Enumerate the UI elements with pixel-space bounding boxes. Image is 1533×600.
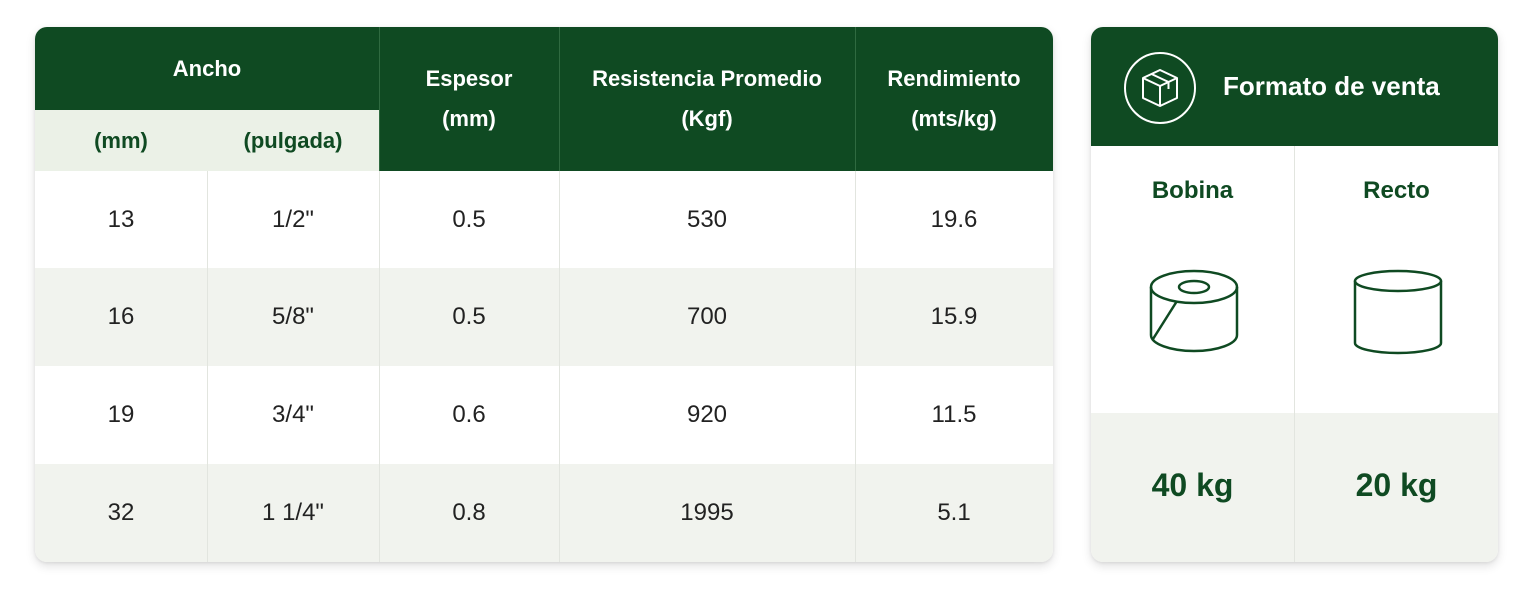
subheader-pulgada: (pulgada) bbox=[207, 110, 379, 171]
header-espesor-label: Espesor bbox=[425, 66, 513, 91]
cell-resistencia: 700 bbox=[559, 268, 855, 366]
format-card-title: Formato de venta bbox=[1223, 71, 1440, 101]
header-rendimiento-label: Rendimiento bbox=[887, 66, 1021, 91]
cell-espesor: 0.5 bbox=[379, 268, 559, 366]
cell-espesor: 0.8 bbox=[379, 464, 559, 562]
cell-mm: 19 bbox=[35, 366, 207, 464]
header-rendimiento: Rendimiento (mts/kg) bbox=[855, 27, 1053, 171]
format-option-label: Recto bbox=[1363, 177, 1430, 204]
header-rendimiento-unit: (mts/kg) bbox=[911, 106, 997, 131]
cell-pulgada: 1 1/4" bbox=[207, 464, 379, 562]
box-icon bbox=[1124, 52, 1196, 124]
header-ancho: Ancho bbox=[35, 27, 379, 110]
header-resistencia: Resistencia Promedio (Kgf) bbox=[559, 27, 855, 171]
header-divider bbox=[379, 27, 380, 171]
cell-resistencia: 1995 bbox=[559, 464, 855, 562]
cell-pulgada: 1/2" bbox=[207, 171, 379, 268]
format-card: Formato de venta Bobina 40 kg Recto 40 k… bbox=[1091, 27, 1498, 562]
subheader-pulgada-label: (pulgada) bbox=[243, 127, 343, 153]
format-column-divider bbox=[1294, 146, 1295, 562]
cell-mm: 13 bbox=[35, 171, 207, 268]
header-ancho-label: Ancho bbox=[172, 55, 242, 81]
cell-rendimiento: 19.6 bbox=[855, 171, 1053, 268]
header-divider bbox=[855, 27, 856, 171]
cell-espesor: 0.5 bbox=[379, 171, 559, 268]
cell-mm: 16 bbox=[35, 268, 207, 366]
format-option-weight-bobina: 40 kg bbox=[1151, 467, 1234, 503]
cell-pulgada: 3/4" bbox=[207, 366, 379, 464]
straight-cylinder-icon bbox=[1353, 269, 1443, 355]
header-espesor: Espesor (mm) bbox=[379, 27, 559, 171]
header-resistencia-label: Resistencia Promedio bbox=[592, 66, 822, 91]
header-divider bbox=[559, 27, 560, 171]
cell-rendimiento: 11.5 bbox=[855, 366, 1053, 464]
cell-espesor: 0.6 bbox=[379, 366, 559, 464]
format-column-divider bbox=[1294, 413, 1295, 562]
column-divider bbox=[379, 171, 380, 562]
column-divider bbox=[207, 171, 208, 562]
coil-roll-icon bbox=[1149, 269, 1239, 353]
format-option-weight-recto: 20 kg bbox=[1355, 467, 1438, 503]
header-resistencia-unit: (Kgf) bbox=[681, 106, 733, 131]
header-espesor-unit: (mm) bbox=[442, 106, 496, 131]
cell-mm: 32 bbox=[35, 464, 207, 562]
format-card-header: Formato de venta bbox=[1091, 27, 1498, 146]
cell-resistencia: 920 bbox=[559, 366, 855, 464]
format-option-label: Bobina bbox=[1151, 177, 1234, 204]
spec-table-card: Ancho (mm) (pulgada) Espesor (mm) Resist… bbox=[35, 27, 1053, 562]
cell-rendimiento: 15.9 bbox=[855, 268, 1053, 366]
column-divider bbox=[559, 171, 560, 562]
column-divider bbox=[855, 171, 856, 562]
subheader-mm: (mm) bbox=[35, 110, 207, 171]
subheader-mm-label: (mm) bbox=[94, 127, 148, 153]
cell-pulgada: 5/8" bbox=[207, 268, 379, 366]
cell-resistencia: 530 bbox=[559, 171, 855, 268]
cell-rendimiento: 5.1 bbox=[855, 464, 1053, 562]
